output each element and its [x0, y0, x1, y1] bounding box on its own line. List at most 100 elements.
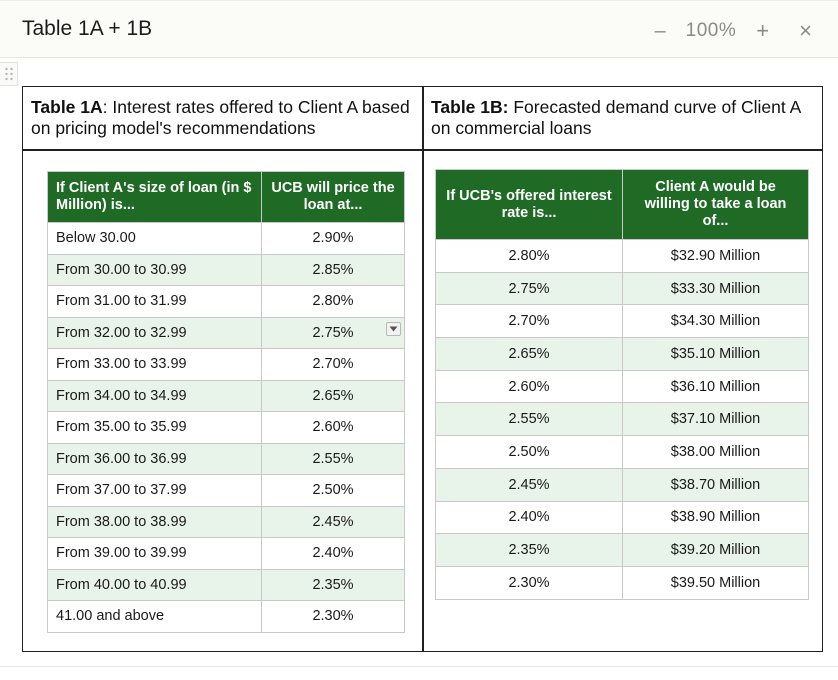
tables-frame: Table 1A: Interest rates offered to Clie… — [22, 86, 823, 652]
loan-size-cell[interactable]: From 30.00 to 30.99 — [47, 253, 262, 286]
table-row: 2.35% $39.20 Million — [435, 533, 809, 567]
zoom-out-button[interactable]: – — [654, 19, 666, 42]
loan-amount-cell-value: $38.00 Million — [670, 443, 761, 460]
loan-amount-cell[interactable]: $35.10 Million — [622, 337, 809, 371]
rate-cell[interactable]: 2.90% — [261, 222, 405, 255]
loan-amount-cell[interactable]: $38.00 Million — [622, 435, 809, 469]
table-b: If UCB's offered interest rate is... Cli… — [435, 169, 809, 600]
loan-amount-cell-value: $32.90 Million — [670, 247, 761, 264]
rate-cell[interactable]: 2.65% — [261, 379, 405, 412]
rate-cell[interactable]: 2.45% — [261, 505, 405, 538]
rate-cell[interactable]: 2.75% — [261, 316, 405, 349]
loan-size-cell[interactable]: Below 30.00 — [47, 222, 262, 255]
loan-amount-cell-value: $38.90 Million — [670, 509, 761, 526]
loan-size-cell[interactable]: From 39.00 to 39.99 — [47, 537, 262, 570]
rate-cell-value: 2.90% — [312, 230, 354, 247]
table-row: From 32.00 to 32.99 2.75% — [47, 316, 405, 349]
rate-cell[interactable]: 2.30% — [261, 600, 405, 633]
rate-cell-value: 2.60% — [312, 419, 354, 436]
loan-amount-cell[interactable]: $36.10 Million — [622, 369, 809, 404]
table-row: From 37.00 to 37.99 2.50% — [47, 474, 405, 507]
loan-amount-cell-value: $34.30 Million — [670, 313, 761, 330]
offered-rate-cell[interactable]: 2.70% — [435, 304, 623, 339]
table-row: 2.50% $38.00 Million — [435, 435, 809, 469]
table-b-heading-bold: Table 1B: — [431, 97, 509, 117]
table-row: 2.45% $38.70 Million — [435, 467, 809, 502]
loan-amount-cell[interactable]: $39.20 Million — [622, 533, 809, 567]
dropdown-arrow-icon[interactable] — [386, 321, 401, 336]
loan-amount-cell[interactable]: $39.50 Million — [622, 565, 809, 600]
loan-size-cell[interactable]: From 40.00 to 40.99 — [47, 568, 262, 601]
loan-size-cell[interactable]: From 36.00 to 36.99 — [47, 442, 262, 475]
offered-rate-cell[interactable]: 2.45% — [435, 467, 623, 502]
offered-rate-cell[interactable]: 2.65% — [435, 337, 623, 371]
table-b-heading-text: Forecasted demand curve of Client A on c… — [431, 97, 801, 138]
table-a: If Client A's size of loan (in $ Million… — [47, 171, 405, 633]
offered-rate-cell[interactable]: 2.55% — [435, 402, 623, 437]
loan-size-cell[interactable]: From 34.00 to 34.99 — [47, 379, 262, 412]
rate-cell[interactable]: 2.60% — [261, 411, 405, 444]
offered-rate-cell[interactable]: 2.35% — [435, 533, 623, 567]
loan-amount-cell[interactable]: $38.70 Million — [622, 467, 809, 502]
rate-cell-value: 2.35% — [312, 576, 354, 593]
rate-cell[interactable]: 2.55% — [261, 442, 405, 475]
table-row: Below 30.00 2.90% — [47, 222, 405, 255]
loan-amount-cell[interactable]: $33.30 Million — [622, 271, 809, 306]
offered-rate-cell[interactable]: 2.40% — [435, 500, 623, 535]
table-row: 2.65% $35.10 Million — [435, 337, 809, 371]
table-a-header-rate: UCB will price the loan at... — [261, 171, 405, 223]
table-row: 2.80% $32.90 Million — [435, 239, 809, 273]
close-button[interactable]: × — [799, 18, 812, 43]
table-row: 41.00 and above 2.30% — [47, 600, 405, 633]
rate-cell-value: 2.75% — [312, 324, 354, 341]
table-row: 2.60% $36.10 Million — [435, 369, 809, 404]
loan-size-cell[interactable]: From 33.00 to 33.99 — [47, 348, 262, 381]
table-row: From 40.00 to 40.99 2.35% — [47, 568, 405, 601]
table-row: From 33.00 to 33.99 2.70% — [47, 348, 405, 381]
rate-cell-value: 2.70% — [312, 356, 354, 373]
table-row: From 30.00 to 30.99 2.85% — [47, 253, 405, 286]
loan-amount-cell[interactable]: $34.30 Million — [622, 304, 809, 339]
loan-size-cell[interactable]: From 31.00 to 31.99 — [47, 285, 262, 318]
zoom-in-button[interactable]: + — [756, 18, 770, 43]
table-b-header-loan: Client A would be willing to take a loan… — [622, 169, 809, 240]
rate-cell-value: 2.55% — [312, 450, 354, 467]
loan-amount-cell-value: $33.30 Million — [670, 280, 761, 297]
loan-amount-cell-value: $37.10 Million — [670, 411, 761, 428]
loan-size-cell[interactable]: From 37.00 to 37.99 — [47, 474, 262, 507]
loan-size-cell[interactable]: From 32.00 to 32.99 — [47, 316, 262, 349]
table-row: 2.70% $34.30 Million — [435, 304, 809, 339]
loan-size-cell[interactable]: From 38.00 to 38.99 — [47, 505, 262, 538]
rate-cell-value: 2.30% — [312, 608, 354, 625]
rate-cell[interactable]: 2.85% — [261, 253, 405, 286]
rate-cell[interactable]: 2.70% — [261, 348, 405, 381]
loan-size-cell[interactable]: From 35.00 to 35.99 — [47, 411, 262, 444]
offered-rate-cell[interactable]: 2.60% — [435, 369, 623, 404]
rate-cell[interactable]: 2.40% — [261, 537, 405, 570]
offered-rate-cell[interactable]: 2.30% — [435, 565, 623, 600]
loan-amount-cell[interactable]: $37.10 Million — [622, 402, 809, 437]
bottom-divider — [0, 666, 838, 667]
loan-amount-cell-value: $36.10 Million — [670, 378, 761, 395]
zoom-level: 100% — [685, 20, 737, 41]
loan-amount-cell[interactable]: $32.90 Million — [622, 239, 809, 273]
table-row: 2.40% $38.90 Million — [435, 500, 809, 535]
loan-amount-cell[interactable]: $38.90 Million — [622, 500, 809, 535]
offered-rate-cell[interactable]: 2.50% — [435, 435, 623, 469]
rate-cell-value: 2.65% — [312, 387, 354, 404]
rate-cell[interactable]: 2.80% — [261, 285, 405, 318]
rate-cell-value: 2.45% — [312, 513, 354, 530]
rate-cell-value: 2.80% — [312, 293, 354, 310]
loan-amount-cell-value: $38.70 Million — [670, 476, 761, 493]
table-row: From 38.00 to 38.99 2.45% — [47, 505, 405, 538]
offered-rate-cell[interactable]: 2.80% — [435, 239, 623, 273]
offered-rate-cell[interactable]: 2.75% — [435, 271, 623, 306]
table-b-header-rate: If UCB's offered interest rate is... — [435, 169, 623, 240]
table-row: From 31.00 to 31.99 2.80% — [47, 285, 405, 318]
rate-cell[interactable]: 2.35% — [261, 568, 405, 601]
loan-size-cell[interactable]: 41.00 and above — [47, 600, 262, 633]
loan-amount-cell-value: $39.50 Million — [670, 574, 761, 591]
table-row: 2.75% $33.30 Million — [435, 271, 809, 306]
drag-handle-icon[interactable] — [0, 62, 18, 86]
rate-cell[interactable]: 2.50% — [261, 474, 405, 507]
